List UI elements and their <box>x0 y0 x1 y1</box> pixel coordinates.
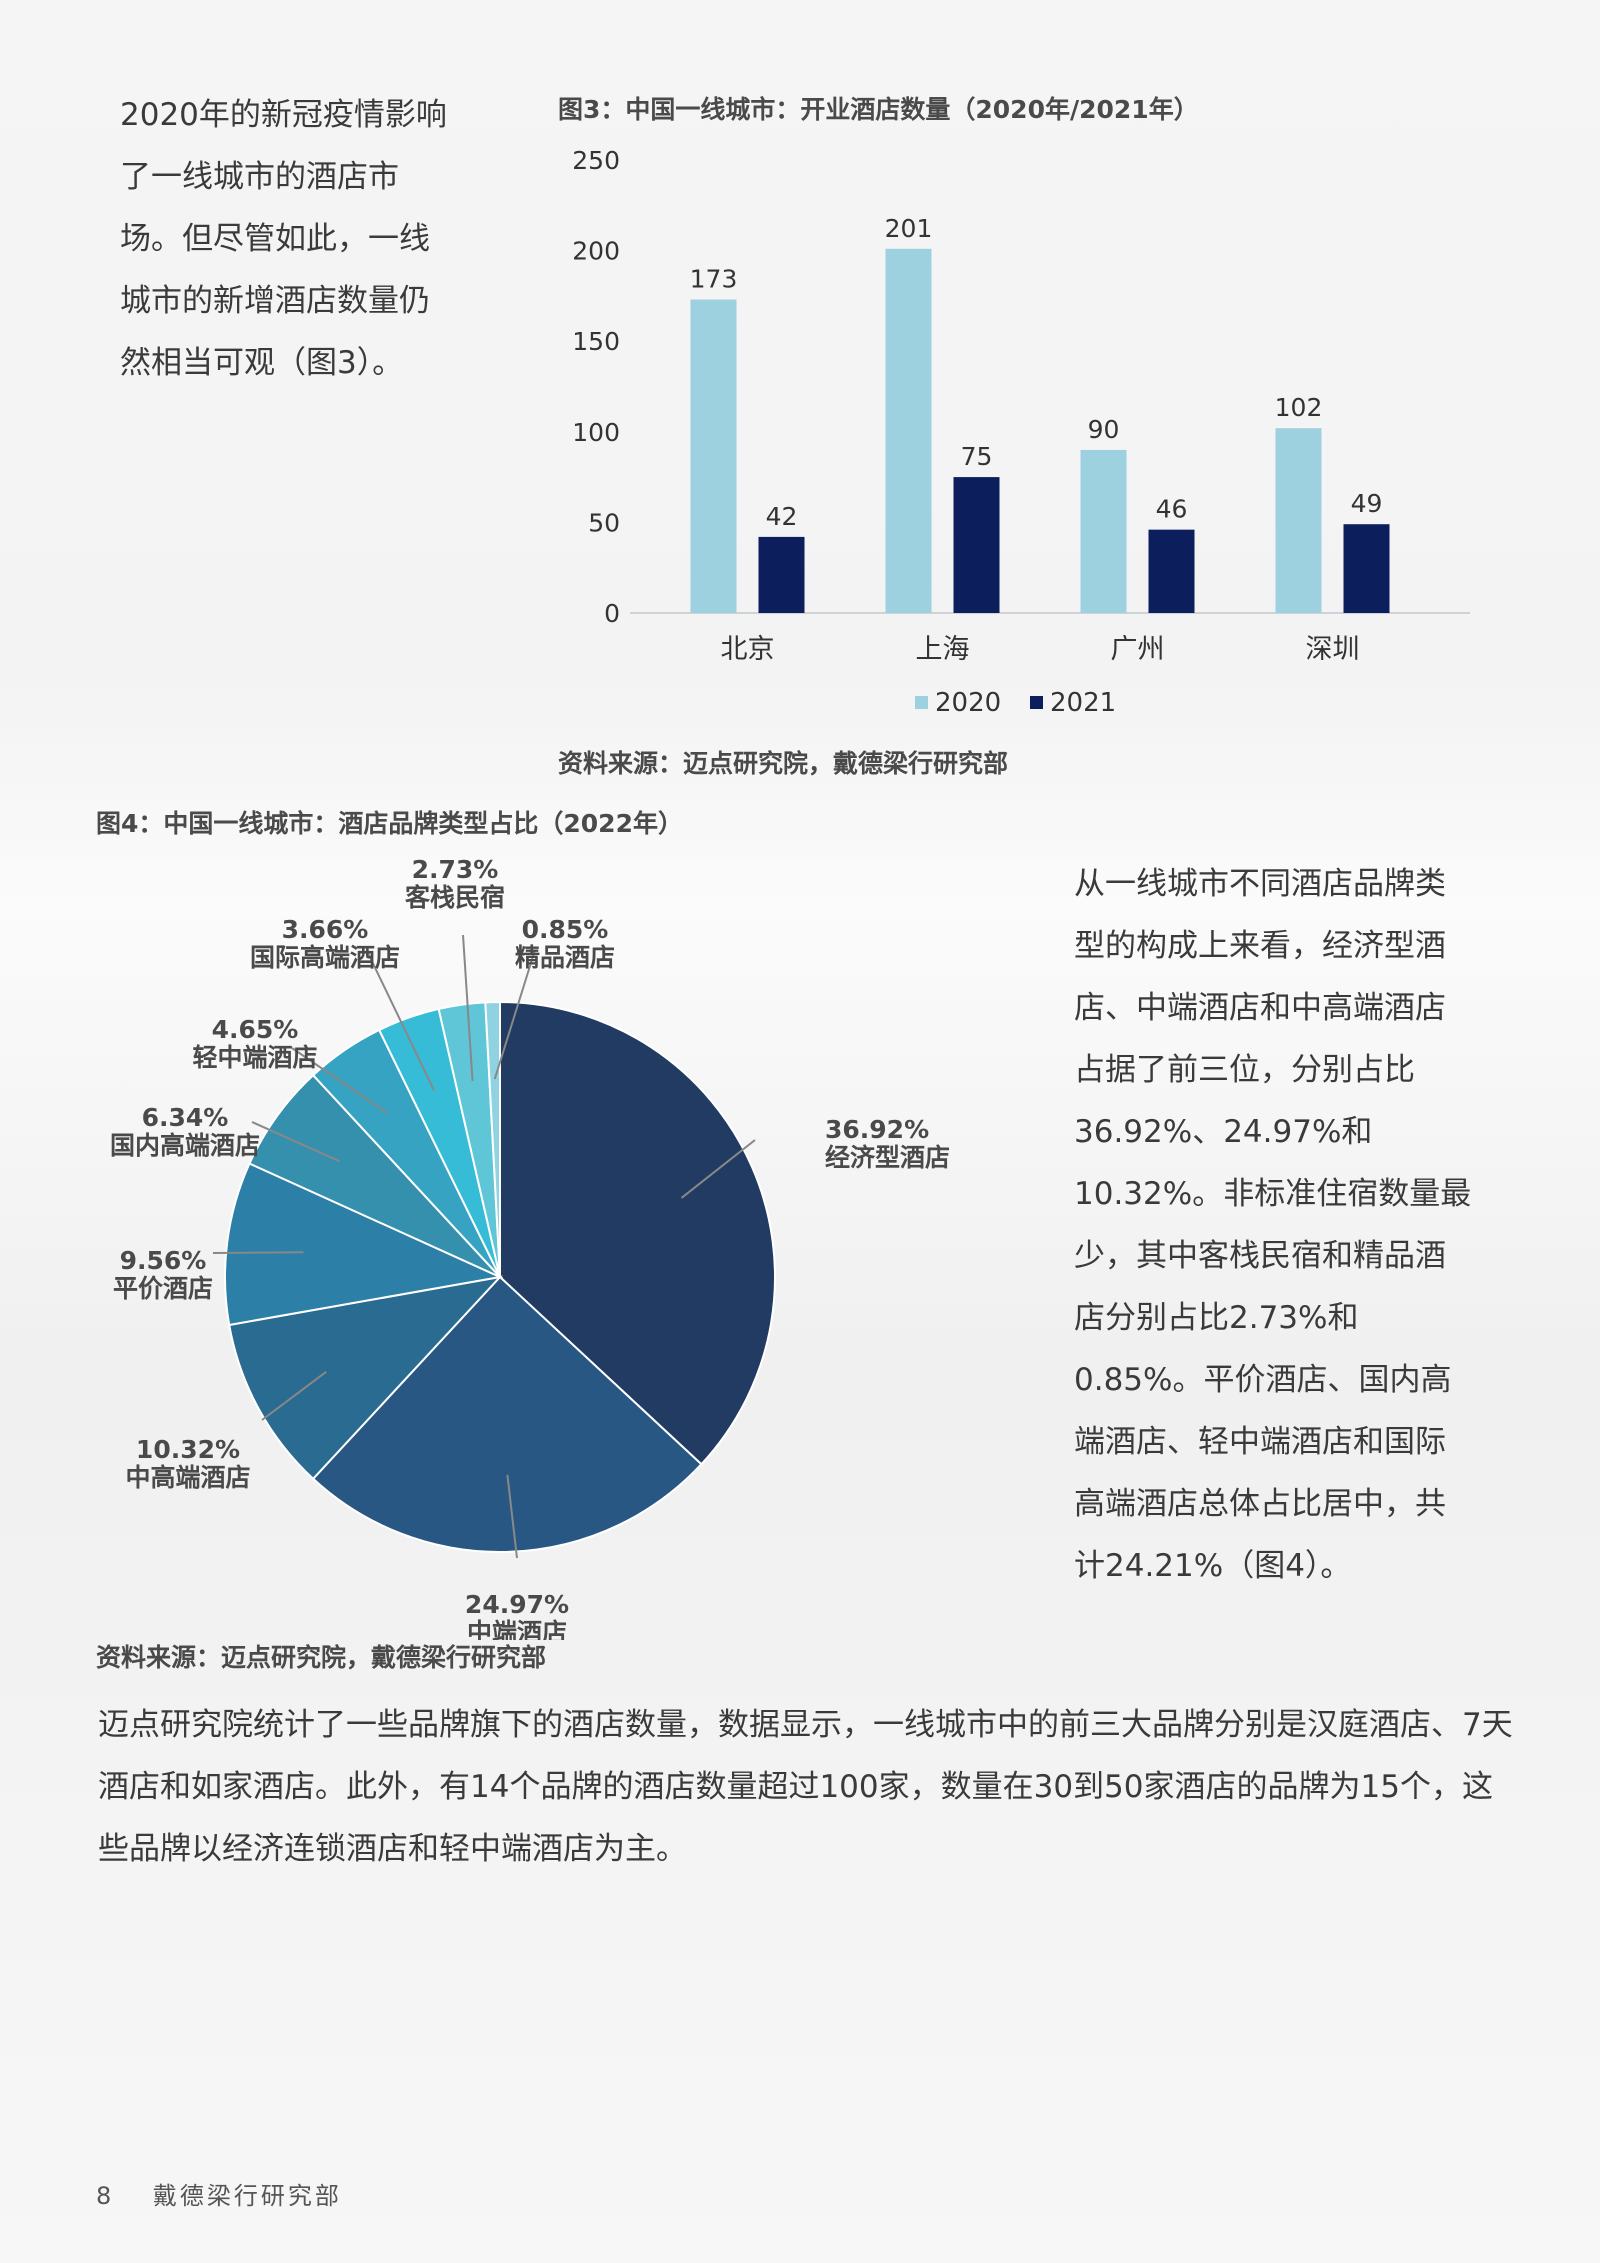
leader-line <box>680 1139 756 1199</box>
bar-value-label: 90 <box>1088 415 1120 444</box>
y-tick-label: 200 <box>572 237 620 266</box>
pie-slice <box>499 1000 776 1466</box>
y-tick-label: 100 <box>572 418 620 447</box>
bar-value-label: 42 <box>766 502 798 531</box>
slice-name-label: 精品酒店 <box>515 943 615 972</box>
figure4-title: 图4：中国一线城市：酒店品牌类型占比（2022年） <box>96 809 683 838</box>
bar-value-label: 201 <box>885 214 933 243</box>
bar-2020 <box>1275 428 1322 613</box>
leader-line <box>367 952 435 1091</box>
slice-percent-label: 9.56% <box>120 1246 207 1275</box>
slice-name-label: 客栈民宿 <box>405 883 505 912</box>
figure4-source: 资料来源：迈点研究院，戴德梁行研究部 <box>96 1643 547 1672</box>
leader-line <box>261 1371 327 1421</box>
pie-slice <box>224 1162 504 1327</box>
figure3-title: 图3：中国一线城市：开业酒店数量（2020年/2021年） <box>558 95 1199 124</box>
bar-2021 <box>953 477 1000 613</box>
intro-paragraph: 2020年的新冠疫情影响了一线城市的酒店市场。但尽管如此，一线城市的新增酒店数量… <box>120 97 447 381</box>
footer-org: 戴德梁行研究部 <box>152 2182 342 2210</box>
bar-2021 <box>1343 524 1390 613</box>
slice-name-label: 国内高端酒店 <box>110 1131 260 1160</box>
slice-percent-label: 4.65% <box>212 1015 299 1044</box>
slice-name-label: 中端酒店 <box>467 1618 567 1640</box>
body-paragraph: 迈点研究院统计了一些品牌旗下的酒店数量，数据显示，一线城市中的前三大品牌分别是汉… <box>98 1707 1513 1867</box>
bar-2021 <box>758 536 805 613</box>
slice-percent-label: 24.97% <box>465 1590 569 1619</box>
y-tick-label: 50 <box>588 508 620 537</box>
slice-percent-label: 10.32% <box>136 1435 240 1464</box>
pie-slice <box>311 1275 703 1553</box>
slice-percent-label: 36.92% <box>825 1115 929 1144</box>
x-tick-label: 深圳 <box>1306 634 1360 665</box>
slice-name-label: 国际高端酒店 <box>250 943 400 972</box>
analysis-paragraph: 从一线城市不同酒店品牌类型的构成上来看，经济型酒店、中端酒店和中高端酒店占据了前… <box>1074 866 1472 1584</box>
bar-2020 <box>690 299 737 613</box>
bar-chart: 0 50 100 150 200 250 173 42 北京 201 75 上海 90 46 广州 102 49… <box>572 146 1470 718</box>
x-tick-label: 广州 <box>1111 634 1165 665</box>
leader-line <box>462 934 474 1081</box>
legend-label: 2020 <box>935 688 1001 718</box>
bar-2021 <box>1148 529 1195 613</box>
leader-line <box>212 1251 304 1254</box>
page-number: 8 <box>96 2182 115 2210</box>
legend-swatch-2020 <box>915 696 928 709</box>
slice-name-label: 轻中端酒店 <box>192 1043 317 1072</box>
slice-name-label: 经济型酒店 <box>825 1143 950 1172</box>
slice-percent-label: 0.85% <box>522 915 609 944</box>
legend-swatch-2021 <box>1030 696 1043 709</box>
leader-line <box>493 949 536 1080</box>
slice-name-label: 平价酒店 <box>113 1274 213 1303</box>
bar-value-label: 173 <box>690 265 738 294</box>
leader-line <box>251 1121 340 1163</box>
leader-line <box>506 1474 518 1559</box>
leader-line <box>291 1047 389 1115</box>
bar-2020 <box>1080 449 1127 613</box>
slice-percent-label: 3.66% <box>282 915 369 944</box>
pie-chart: 36.92%经济型酒店 24.97%中端酒店 10.32%中高端酒店 9.56%平价酒… <box>110 855 950 1640</box>
x-tick-label: 北京 <box>721 634 775 665</box>
y-tick-label: 150 <box>572 327 620 356</box>
bar-value-label: 49 <box>1351 489 1383 518</box>
bar-value-label: 102 <box>1275 393 1323 422</box>
y-tick-label: 250 <box>572 146 620 175</box>
page-footer: 8 戴德梁行研究部 <box>96 2176 342 2211</box>
legend-label: 2021 <box>1050 688 1116 718</box>
bar-value-label: 46 <box>1156 495 1188 524</box>
slice-percent-label: 2.73% <box>412 855 499 884</box>
figure3-source: 资料来源：迈点研究院，戴德梁行研究部 <box>558 749 1009 778</box>
x-tick-label: 上海 <box>916 634 970 665</box>
slice-percent-label: 6.34% <box>142 1103 229 1132</box>
y-tick-label: 0 <box>604 599 620 628</box>
slice-name-label: 中高端酒店 <box>125 1463 250 1492</box>
bar-value-label: 75 <box>961 442 993 471</box>
pie-slice <box>228 1275 503 1481</box>
bar-2020 <box>885 248 932 613</box>
